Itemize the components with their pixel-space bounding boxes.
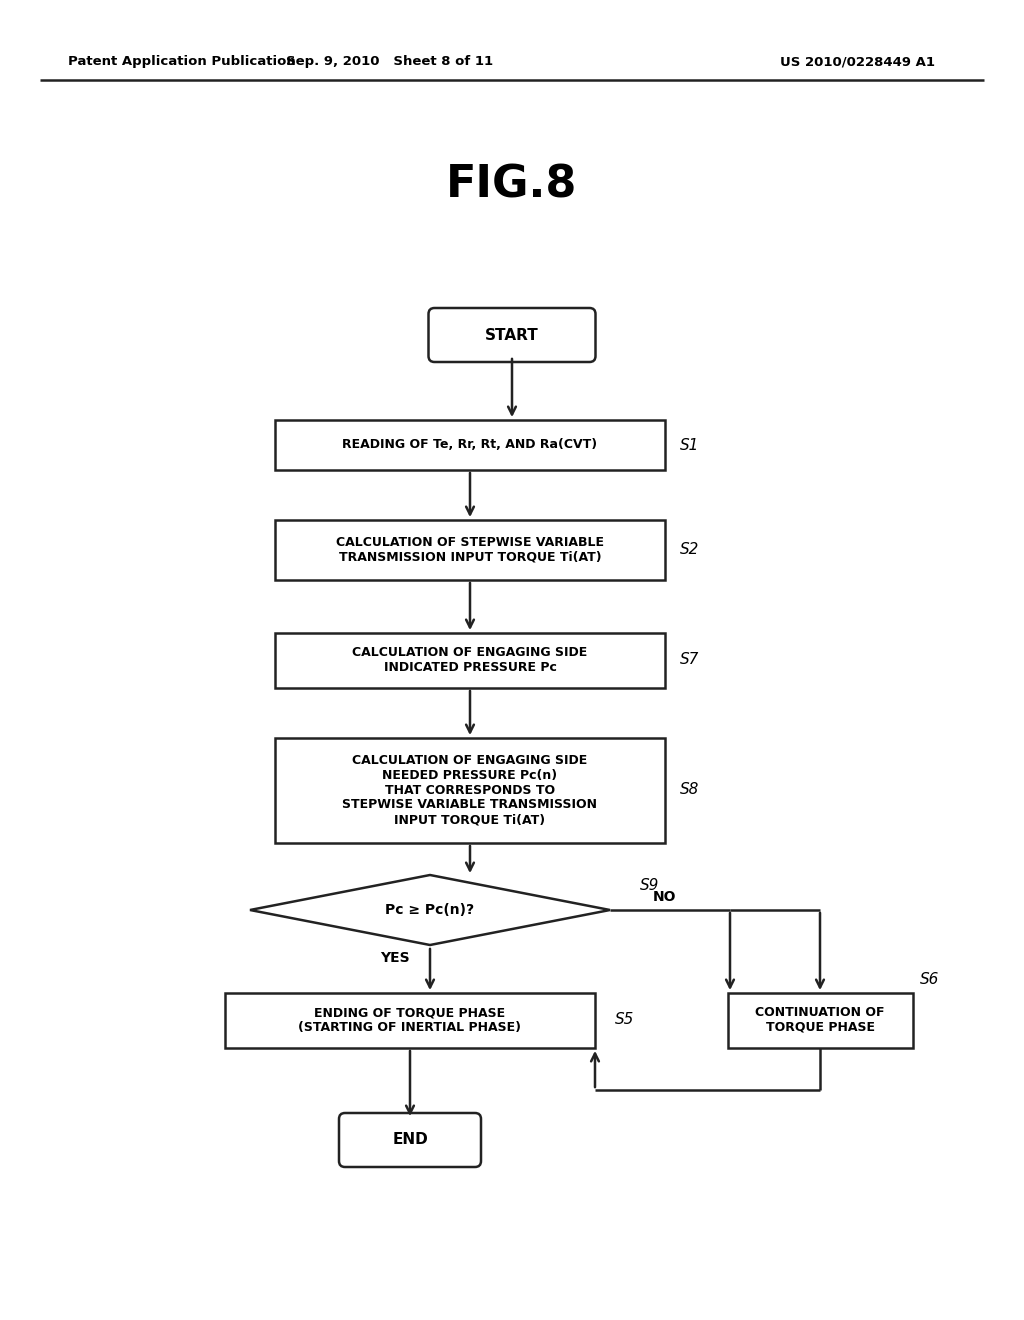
Text: END: END	[392, 1133, 428, 1147]
Text: NO: NO	[653, 890, 677, 904]
Text: S6: S6	[920, 973, 939, 987]
FancyBboxPatch shape	[428, 308, 596, 362]
Text: ENDING OF TORQUE PHASE
(STARTING OF INERTIAL PHASE): ENDING OF TORQUE PHASE (STARTING OF INER…	[299, 1006, 521, 1034]
Bar	[225, 993, 595, 1048]
Bar	[275, 738, 665, 842]
FancyBboxPatch shape	[339, 1113, 481, 1167]
Text: CALCULATION OF ENGAGING SIDE
INDICATED PRESSURE Pc: CALCULATION OF ENGAGING SIDE INDICATED P…	[352, 645, 588, 675]
Polygon shape	[250, 875, 610, 945]
Text: Pc ≥ Pc(n)?: Pc ≥ Pc(n)?	[385, 903, 474, 917]
Bar	[727, 993, 912, 1048]
Text: US 2010/0228449 A1: US 2010/0228449 A1	[780, 55, 935, 69]
Text: CALCULATION OF STEPWISE VARIABLE
TRANSMISSION INPUT TORQUE Ti(AT): CALCULATION OF STEPWISE VARIABLE TRANSMI…	[336, 536, 604, 564]
Text: CALCULATION OF ENGAGING SIDE
NEEDED PRESSURE Pc(n)
THAT CORRESPONDS TO
STEPWISE : CALCULATION OF ENGAGING SIDE NEEDED PRES…	[342, 754, 597, 826]
Text: YES: YES	[380, 950, 410, 965]
Text: S9: S9	[640, 879, 659, 894]
Text: S1: S1	[680, 437, 699, 453]
Bar	[275, 520, 665, 579]
Bar	[275, 632, 665, 688]
Text: CONTINUATION OF
TORQUE PHASE: CONTINUATION OF TORQUE PHASE	[756, 1006, 885, 1034]
Text: S8: S8	[680, 783, 699, 797]
Text: Sep. 9, 2010   Sheet 8 of 11: Sep. 9, 2010 Sheet 8 of 11	[287, 55, 494, 69]
Bar	[275, 420, 665, 470]
Text: S2: S2	[680, 543, 699, 557]
Text: FIG.8: FIG.8	[446, 164, 578, 206]
Text: START: START	[485, 327, 539, 342]
Text: READING OF Te, Rr, Rt, AND Ra(CVT): READING OF Te, Rr, Rt, AND Ra(CVT)	[342, 438, 598, 451]
Text: Patent Application Publication: Patent Application Publication	[68, 55, 296, 69]
Text: S7: S7	[680, 652, 699, 668]
Text: S5: S5	[615, 1012, 635, 1027]
